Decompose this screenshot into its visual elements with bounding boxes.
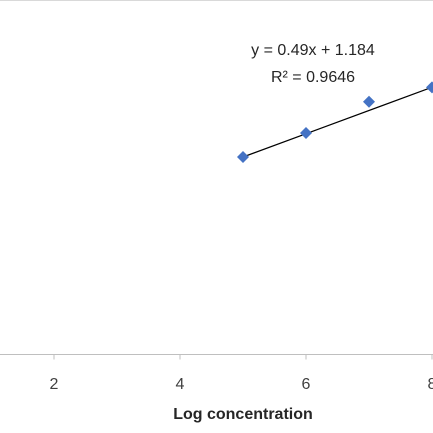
x-tick-label: 2 [50,376,59,393]
data-point-marker [426,81,433,94]
x-tick-label: 6 [302,376,311,393]
data-point-marker [300,127,312,139]
data-points [237,81,433,163]
x-tick-label: 8 [428,376,433,393]
x-axis-tick-labels: 2 4 6 8 [50,376,433,393]
trendline-equation: y = 0.49x + 1.184 [251,42,375,59]
x-tick-label: 4 [176,376,185,393]
x-axis-ticks [53,354,433,360]
trendline [242,86,433,158]
data-point-marker [237,151,249,163]
x-axis-title: Log concentration [173,406,313,423]
trendline-r-squared: R² = 0.9646 [271,69,355,86]
data-point-marker [363,95,375,108]
